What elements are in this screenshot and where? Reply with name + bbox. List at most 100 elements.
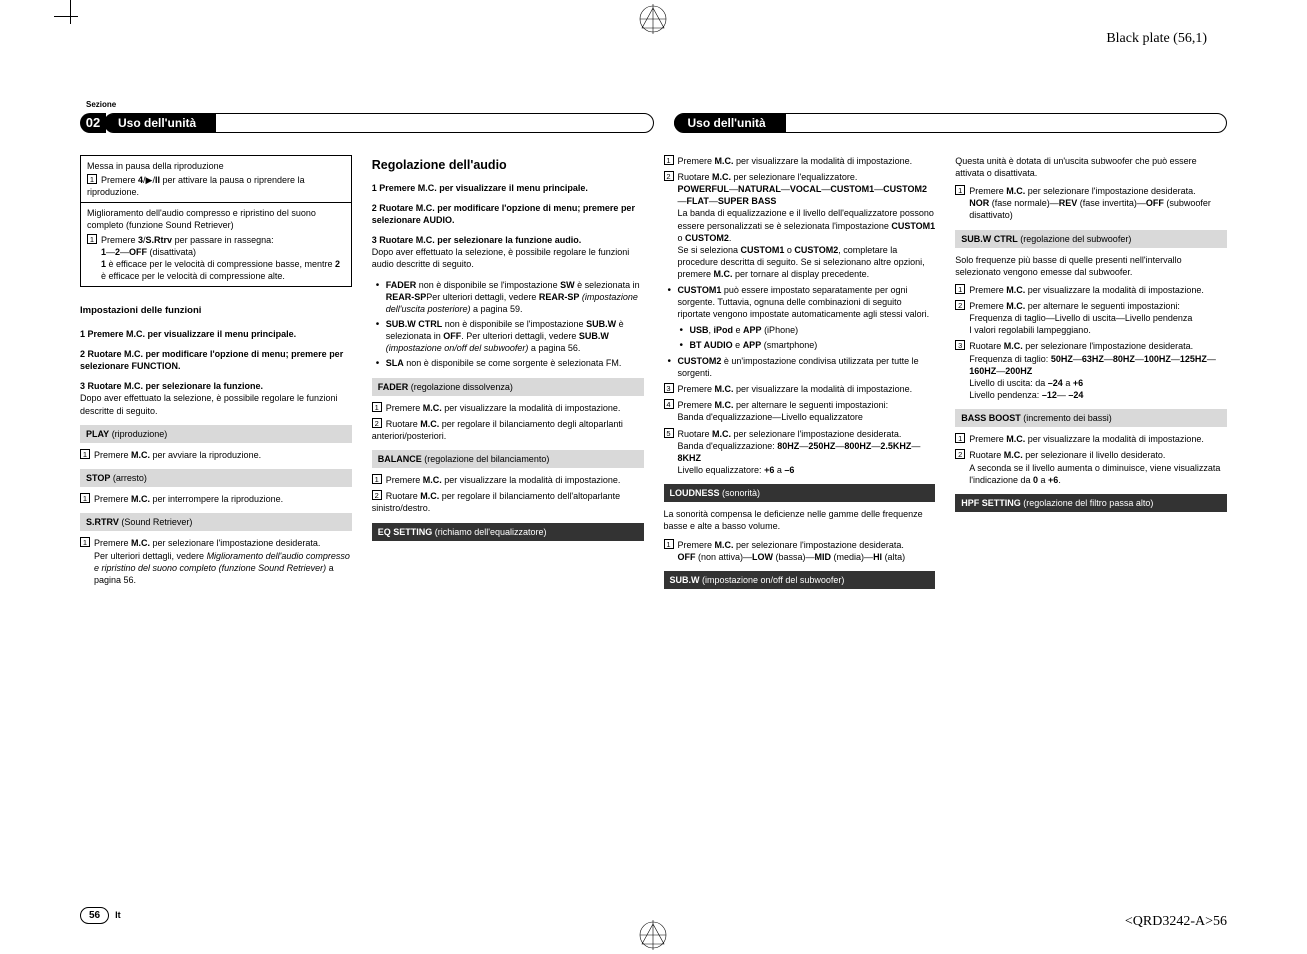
- header-title-left: Uso dell'unità: [104, 114, 216, 132]
- bal-1: Premere M.C. per visualizzare la modalit…: [386, 475, 621, 485]
- eq-band: EQ SETTING (richiamo dell'equalizzatore): [372, 523, 644, 541]
- header-bar: 02 Uso dell'unità Uso dell'unità: [80, 113, 1227, 133]
- bul-subw: SUB.W CTRL non è disponibile se l'impost…: [386, 318, 644, 354]
- num-1: 1: [664, 539, 674, 549]
- pause-title: Messa in pausa della riproduzione: [87, 160, 345, 172]
- crop-mark: [54, 16, 78, 17]
- retriever-step: Premere 3/S.Rtrv per passare in rassegna…: [101, 235, 274, 245]
- sc-3c: Livello di uscita: da –24 a +6: [955, 377, 1227, 389]
- play-item: Premere M.C. per avviare la riproduzione…: [94, 450, 261, 460]
- eq-desc1: La banda di equalizzazione e il livello …: [664, 207, 936, 243]
- eq-2: Ruotare M.C. per selezionare l'equalizza…: [678, 172, 858, 182]
- num-2: 2: [372, 418, 382, 428]
- play-band: PLAY (riproduzione): [80, 425, 352, 443]
- imp-step-1: 1 Premere M.C. per visualizzare il menu …: [80, 328, 352, 340]
- srtrv-item: Premere M.C. per selezionare l'impostazi…: [94, 538, 320, 548]
- sc-2c: I valori regolabili lampeggiano.: [955, 324, 1227, 336]
- sc-2b: Frequenza di taglio—Livello di uscita—Li…: [955, 312, 1227, 324]
- eq-opts: POWERFUL—NATURAL—VOCAL—CUSTOM1—CUSTOM2—F…: [664, 183, 936, 207]
- header-pill-right: Uso dell'unità: [674, 113, 1228, 133]
- bal-2: Ruotare M.C. per regolare il bilanciamen…: [372, 491, 620, 513]
- step-num-1: 1: [87, 174, 97, 184]
- srtrv-band: S.RTRV (Sound Retriever): [80, 513, 352, 531]
- footer-page: 56 It: [80, 907, 121, 925]
- crop-mark: [70, 0, 71, 24]
- stop-band: STOP (arresto): [80, 469, 352, 487]
- sc-3b: Frequenza di taglio: 50HZ—63HZ—80HZ—100H…: [955, 353, 1227, 377]
- num-4: 4: [664, 399, 674, 409]
- balance-band: BALANCE (regolazione del bilanciamento): [372, 450, 644, 468]
- num-5: 5: [664, 428, 674, 438]
- sc-3: Ruotare M.C. per selezionare l'impostazi…: [969, 341, 1193, 351]
- lang-label: It: [115, 909, 121, 921]
- header-left: 02 Uso dell'unità: [80, 113, 654, 133]
- bul-c1b: BT AUDIO e APP (smartphone): [690, 339, 936, 351]
- black-plate-label: Black plate (56,1): [1106, 30, 1207, 49]
- retriever-desc: 1 è efficace per le velocità di compress…: [87, 258, 345, 282]
- num-2: 2: [372, 490, 382, 500]
- subw-p: Questa unità è dotata di un'uscita subwo…: [955, 155, 1227, 179]
- eq-1: Premere M.C. per visualizzare la modalit…: [678, 156, 913, 166]
- num-2: 2: [955, 300, 965, 310]
- reg-step-3-lead: 3 Ruotare M.C. per selezionare la funzio…: [372, 235, 582, 245]
- eq-desc2: Se si seleziona CUSTOM1 o CUSTOM2, compl…: [664, 244, 936, 280]
- num-3: 3: [955, 340, 965, 350]
- bb-2b: A seconda se il livello aumenta o diminu…: [955, 462, 1227, 486]
- imp-step-3: 3 Ruotare M.C. per selezionare la funzio…: [80, 380, 352, 416]
- num-1: 1: [80, 449, 90, 459]
- bul-c1: CUSTOM1 può essere impostato separatamen…: [678, 284, 936, 351]
- num-2: 2: [664, 171, 674, 181]
- fold-icon-top: [638, 4, 668, 34]
- num-1: 1: [664, 155, 674, 165]
- eq-4: Premere M.C. per alternare le seguenti i…: [678, 400, 889, 410]
- eq-4b: Banda d'equalizzazione—Livello equalizza…: [664, 411, 936, 423]
- reg-step-3: 3 Ruotare M.C. per selezionare la funzio…: [372, 234, 644, 270]
- num-1: 1: [80, 537, 90, 547]
- loud-p: La sonorità compensa le deficienze nelle…: [664, 508, 936, 532]
- column-2: Regolazione dell'audio 1 Premere M.C. pe…: [372, 155, 644, 595]
- retriever-title: Miglioramento dell'audio compresso e rip…: [87, 207, 345, 231]
- loudness-band: LOUDNESS (sonorità): [664, 484, 936, 502]
- pause-box: Messa in pausa della riproduzione 1Preme…: [80, 155, 352, 203]
- num-1: 1: [372, 402, 382, 412]
- header-pill-left: Uso dell'unità: [104, 113, 654, 133]
- reg-step-2: 2 Ruotare M.C. per modificare l'opzione …: [372, 202, 644, 226]
- eq-5: Ruotare M.C. per selezionare l'impostazi…: [678, 429, 902, 439]
- num-2: 2: [955, 449, 965, 459]
- fold-icon-bottom: [638, 920, 668, 950]
- impostazioni-heading: Impostazioni delle funzioni: [80, 305, 352, 318]
- loud-opts: OFF (non attiva)—LOW (bassa)—MID (media)…: [664, 551, 936, 563]
- imp-step-2: 2 Ruotare M.C. per modificare l'opzione …: [80, 348, 352, 372]
- num-3: 3: [664, 383, 674, 393]
- subw-band: SUB.W (impostazione on/off del subwoofer…: [664, 571, 936, 589]
- fader-band: FADER (regolazione dissolvenza): [372, 378, 644, 396]
- subctrl-p: Solo frequenze più basse di quelle prese…: [955, 254, 1227, 278]
- bul-c2: CUSTOM2 è un'impostazione condivisa util…: [678, 355, 936, 379]
- column-3: 1 Premere M.C. per visualizzare la modali…: [664, 155, 936, 595]
- bul-fader: FADER non è disponibile se l'impostazion…: [386, 279, 644, 315]
- section-badge: 02: [80, 113, 106, 133]
- header-title-right: Uso dell'unità: [674, 114, 786, 132]
- bul-c1a: USB, iPod e APP (iPhone): [690, 324, 936, 336]
- imp-step-3-lead: 3 Ruotare M.C. per selezionare la funzio…: [80, 381, 263, 391]
- page-content: Sezione 02 Uso dell'unità Uso dell'unità…: [80, 100, 1227, 894]
- num-1: 1: [955, 284, 965, 294]
- eq-custom-bullets: CUSTOM1 può essere impostato separatamen…: [664, 284, 936, 379]
- retriever-opts: 1—2—OFF (disattivata): [87, 246, 345, 258]
- bb-1: Premere M.C. per visualizzare la modalit…: [969, 434, 1204, 444]
- eq-3: Premere M.C. per visualizzare la modalit…: [678, 384, 913, 394]
- subwctrl-band: SUB.W CTRL (regolazione del subwoofer): [955, 230, 1227, 248]
- reg-step-1: 1 Premere M.C. per visualizzare il menu …: [372, 182, 644, 194]
- num-1: 1: [955, 185, 965, 195]
- reg-bullets: FADER non è disponibile se l'impostazion…: [372, 279, 644, 370]
- num-1: 1: [955, 433, 965, 443]
- page-number: 56: [80, 907, 109, 925]
- columns: Messa in pausa della riproduzione 1Preme…: [80, 155, 1227, 595]
- regolazione-heading: Regolazione dell'audio: [372, 157, 644, 174]
- sc-3d: Livello pendenza: –12— –24: [955, 389, 1227, 401]
- pause-text: Premere 4/▶/II per attivare la pausa o r…: [87, 175, 305, 197]
- column-4: Questa unità è dotata di un'uscita subwo…: [955, 155, 1227, 595]
- eq-5c: Livello equalizzatore: +6 a –6: [664, 464, 936, 476]
- eq-5b: Banda d'equalizzazione: 80HZ—250HZ—800HZ…: [664, 440, 936, 464]
- fader-2: Ruotare M.C. per regolare il bilanciamen…: [372, 419, 623, 441]
